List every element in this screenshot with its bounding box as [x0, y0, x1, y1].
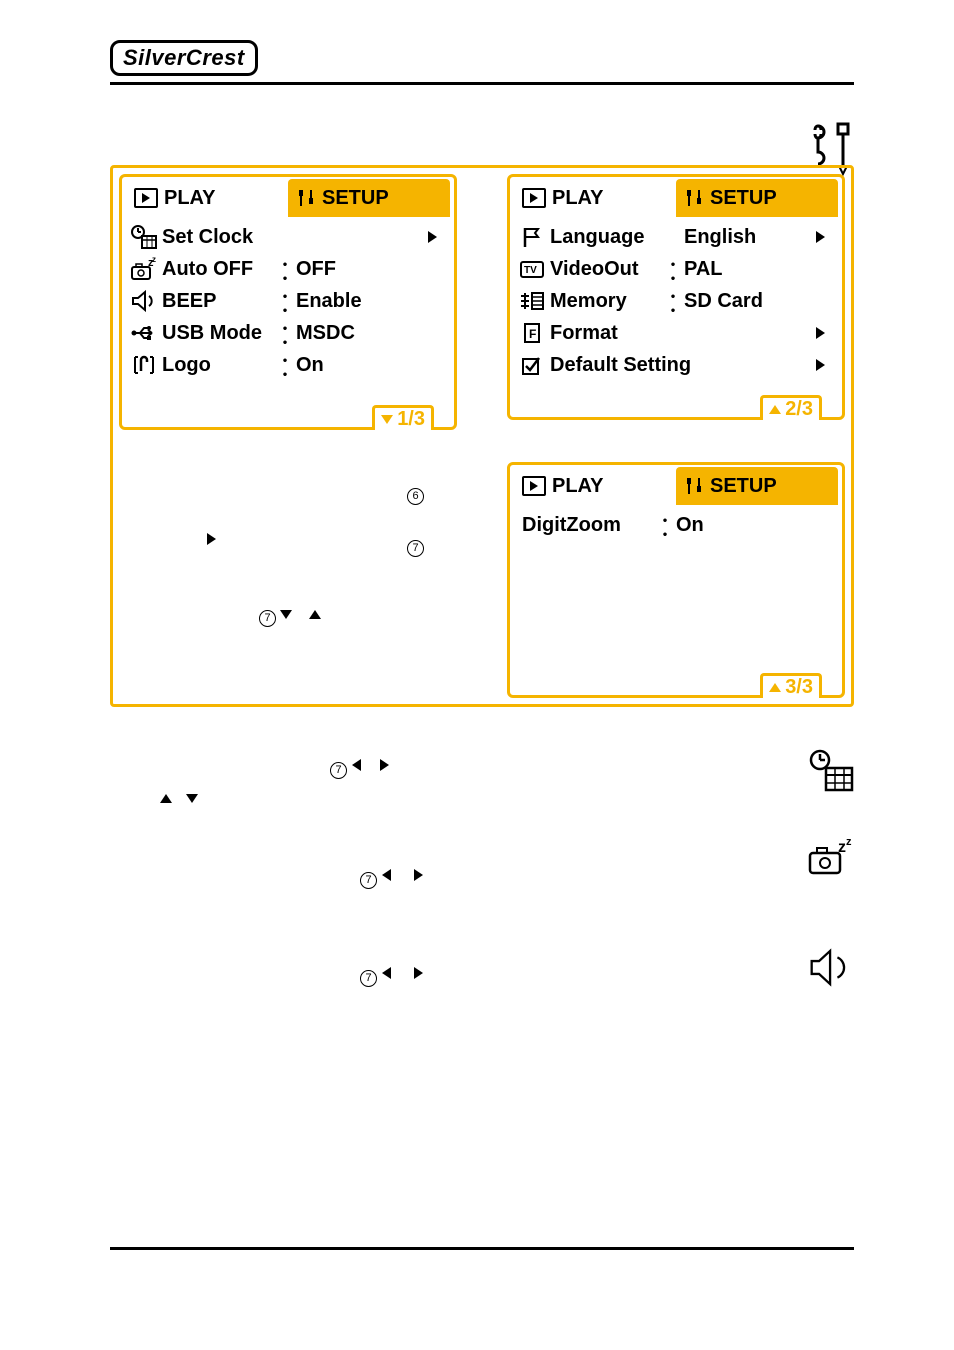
tab-setup-label: SETUP: [710, 187, 777, 210]
speaker-side-icon: [808, 940, 854, 995]
text-row-clock2: [160, 785, 854, 811]
flag-icon: [514, 225, 550, 249]
menu-list-3: DigitZoom On: [510, 505, 842, 545]
svg-text:z: z: [152, 257, 156, 264]
annotation-7: 7: [407, 536, 424, 557]
svg-text:TV: TV: [524, 265, 537, 276]
svg-text:z: z: [846, 836, 852, 848]
tab-play-label: PLAY: [552, 187, 604, 210]
tv-icon: TV: [514, 259, 550, 279]
tab-play[interactable]: PLAY: [514, 467, 676, 505]
menu-row-logo[interactable]: Logo On: [126, 349, 446, 381]
screenshots-container: PLAY SETUP Set Clock zz Auto OFF: [110, 165, 854, 707]
menu-label: Format: [550, 322, 670, 345]
menu-value: OFF: [296, 258, 428, 281]
camera-sleep-side-icon: z z: [808, 832, 854, 882]
menu-label: Default Setting: [550, 354, 816, 377]
header-rule: [110, 82, 854, 85]
setup-panel-3: PLAY SETUP DigitZoom On 3/3: [507, 462, 845, 698]
arrow-right-icon: [816, 327, 825, 339]
tab-play[interactable]: PLAY: [514, 179, 676, 217]
menu-value: MSDC: [296, 322, 428, 345]
annotation-6: 6: [407, 484, 424, 505]
menu-value: PAL: [684, 258, 816, 281]
speaker-icon: [126, 289, 162, 313]
menu-label: USB Mode: [162, 322, 282, 345]
play-icon: [522, 476, 546, 496]
tab-setup[interactable]: SETUP: [288, 179, 450, 217]
menu-label: Logo: [162, 354, 282, 377]
menu-row-auto-off[interactable]: zz Auto OFF OFF: [126, 253, 446, 285]
tab-play-label: PLAY: [164, 187, 216, 210]
setup-icon: [296, 188, 316, 208]
play-icon: [134, 188, 158, 208]
camera-sleep-icon: zz: [126, 257, 162, 281]
tab-setup[interactable]: SETUP: [676, 179, 838, 217]
menu-value: On: [296, 354, 428, 377]
check-icon: [514, 354, 550, 376]
clock-icon: [126, 224, 162, 250]
menu-value: On: [676, 514, 816, 537]
menu-label: BEEP: [162, 290, 282, 313]
menu-label: Set Clock: [162, 226, 282, 249]
menu-label: Auto OFF: [162, 258, 282, 281]
memory-icon: [514, 289, 550, 313]
clock-side-icon: [808, 746, 854, 796]
menu-row-memory[interactable]: Memory SD Card: [514, 285, 834, 317]
menu-row-set-clock[interactable]: Set Clock: [126, 221, 446, 253]
menu-row-beep[interactable]: BEEP Enable: [126, 285, 446, 317]
setup-panel-2: PLAY SETUP Language English TV VideoOu: [507, 174, 845, 420]
menu-label: DigitZoom: [522, 514, 662, 537]
menu-label: Memory: [550, 290, 670, 313]
arrow-right-icon: [428, 231, 437, 243]
arrow-right-icon: [816, 231, 825, 243]
tab-play-label: PLAY: [552, 475, 604, 498]
annotation-arrow-right: [207, 532, 216, 549]
menu-row-format[interactable]: F Format: [514, 317, 834, 349]
setup-panel-1: PLAY SETUP Set Clock zz Auto OFF: [119, 174, 457, 430]
menu-row-usb[interactable]: USB Mode MSDC: [126, 317, 446, 349]
setup-icon: [684, 476, 704, 496]
svg-text:F: F: [529, 327, 536, 341]
tab-setup-label: SETUP: [710, 475, 777, 498]
menu-value: SD Card: [684, 290, 816, 313]
page-indicator-3: 3/3: [760, 673, 822, 698]
menu-value: English: [684, 226, 816, 249]
arrow-right-icon: [816, 359, 825, 371]
menu-row-language[interactable]: Language English: [514, 221, 834, 253]
footer-rule: [110, 1247, 854, 1250]
usb-icon: [126, 323, 162, 343]
svg-text:z: z: [838, 839, 846, 856]
menu-row-videoout[interactable]: TV VideoOut PAL: [514, 253, 834, 285]
tab-setup[interactable]: SETUP: [676, 467, 838, 505]
page-indicator-2: 2/3: [760, 395, 822, 420]
text-row-auto: 7: [360, 863, 854, 889]
text-row-beep: 7: [360, 961, 854, 987]
tab-setup-label: SETUP: [322, 187, 389, 210]
brand-logo: SilverCrest: [110, 40, 258, 76]
logo-icon: [126, 353, 162, 377]
menu-row-digitzoom[interactable]: DigitZoom On: [514, 509, 834, 541]
play-icon: [522, 188, 546, 208]
setup-icon: [684, 188, 704, 208]
menu-row-default[interactable]: Default Setting: [514, 349, 834, 381]
format-icon: F: [514, 321, 550, 345]
menu-list-1: Set Clock zz Auto OFF OFF BEEP Enable: [122, 217, 454, 385]
menu-list-2: Language English TV VideoOut PAL Memory: [510, 217, 842, 385]
menu-label: Language: [550, 226, 670, 249]
body-text: 7 7 7: [110, 733, 854, 987]
tab-play[interactable]: PLAY: [126, 179, 288, 217]
menu-value: Enable: [296, 290, 428, 313]
menu-label: VideoOut: [550, 258, 670, 281]
page-indicator-1: 1/3: [372, 405, 434, 430]
text-row-clock: 7: [330, 753, 854, 779]
annotation-7b: 7: [259, 606, 321, 627]
